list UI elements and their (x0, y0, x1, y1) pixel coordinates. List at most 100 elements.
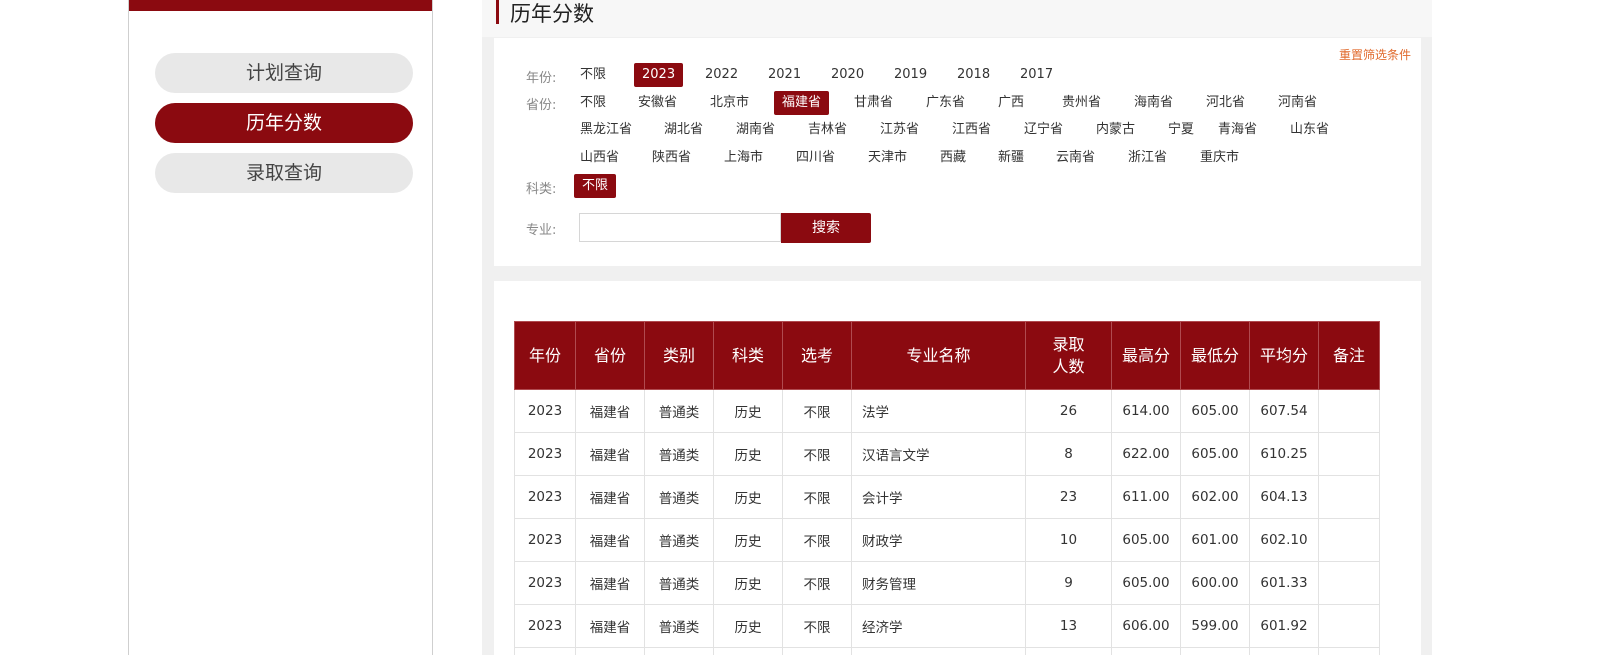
year-option[interactable]: 2017 (1020, 67, 1054, 82)
province-option[interactable]: 宁夏 (1168, 122, 1195, 137)
sidebar-item-plan-query[interactable]: 计划查询 (155, 53, 413, 93)
province-option[interactable]: 河南省 (1278, 95, 1318, 110)
filter-panel: 重置筛选条件 年份: 不限 2023 2022 2021 2020 2019 2… (494, 38, 1421, 266)
cell-min-score: 602.00 (1180, 475, 1250, 519)
province-option[interactable]: 湖南省 (736, 122, 776, 137)
province-option[interactable]: 广东省 (926, 95, 966, 110)
province-option[interactable]: 西藏 (940, 150, 967, 165)
province-option[interactable]: 安徽省 (638, 95, 678, 110)
col-header-subject: 科类 (713, 321, 783, 390)
province-option[interactable]: 吉林省 (808, 122, 848, 137)
province-option[interactable]: 天津市 (868, 150, 908, 165)
year-option[interactable]: 2022 (705, 67, 739, 82)
cell-elective: 不限 (782, 604, 852, 648)
cell-max-score: 614.00 (1111, 389, 1181, 433)
cell-major: 汉语言文学 (851, 432, 1026, 476)
cell-elective: 不限 (782, 475, 852, 519)
col-header-max: 最高分 (1111, 321, 1181, 390)
cell-avg-score: 599.75 (1249, 647, 1319, 655)
cell-admitted: 23 (1025, 475, 1112, 519)
year-option[interactable]: 2020 (831, 67, 865, 82)
province-option[interactable]: 山东省 (1290, 122, 1330, 137)
reset-filters-link[interactable]: 重置筛选条件 (1338, 48, 1411, 62)
province-option[interactable]: 广西 (998, 95, 1025, 110)
cell-min-score: 605.00 (1180, 389, 1250, 433)
province-option[interactable]: 陕西省 (652, 150, 692, 165)
cell-province: 福建省 (575, 389, 645, 433)
province-option-selected[interactable]: 福建省 (774, 91, 830, 115)
col-header-major: 专业名称 (851, 321, 1026, 390)
subject-option-selected[interactable]: 不限 (574, 174, 617, 198)
cell-max-score: 622.00 (1111, 432, 1181, 476)
year-option[interactable]: 2018 (957, 67, 991, 82)
cell-admitted: 13 (1025, 604, 1112, 648)
province-option[interactable]: 上海市 (724, 150, 764, 165)
cell-province: 福建省 (575, 475, 645, 519)
sidebar-item-admission-query[interactable]: 录取查询 (155, 153, 413, 193)
cell-avg-score: 601.33 (1249, 561, 1319, 605)
year-option-selected[interactable]: 2023 (634, 63, 684, 87)
cell-major: 法学 (851, 389, 1026, 433)
cell-province: 福建省 (575, 518, 645, 562)
cell-min-score: 600.00 (1180, 561, 1250, 605)
cell-major: 财政学 (851, 518, 1026, 562)
cell-min-score: 599.00 (1180, 604, 1250, 648)
cell-notes (1318, 604, 1380, 648)
cell-subject: 历史 (713, 604, 783, 648)
results-panel: 年份 省份 类别 科类 选考 专业名称 录取 人数 最高分 最低分 平均分 备注… (494, 281, 1421, 655)
cell-admitted: 26 (1025, 389, 1112, 433)
province-option[interactable]: 新疆 (998, 150, 1025, 165)
search-button[interactable]: 搜索 (781, 213, 871, 243)
year-option[interactable]: 2021 (768, 67, 802, 82)
table-header-row: 年份 省份 类别 科类 选考 专业名称 录取 人数 最高分 最低分 平均分 备注 (514, 321, 1380, 390)
major-search-input[interactable] (579, 213, 781, 242)
province-option[interactable]: 不限 (580, 95, 607, 110)
province-option[interactable]: 重庆市 (1200, 150, 1240, 165)
title-accent (496, 0, 499, 24)
province-option[interactable]: 青海省 (1218, 122, 1258, 137)
province-option[interactable]: 山西省 (580, 150, 620, 165)
cell-max-score: 606.00 (1111, 604, 1181, 648)
province-option[interactable]: 甘肃省 (854, 95, 894, 110)
cell-min-score: 605.00 (1180, 432, 1250, 476)
province-option[interactable]: 黑龙江省 (580, 122, 633, 137)
province-option[interactable]: 四川省 (796, 150, 836, 165)
cell-subject: 历史 (713, 475, 783, 519)
province-option[interactable]: 北京市 (710, 95, 750, 110)
col-header-category: 类别 (644, 321, 714, 390)
cell-year: 2023 (514, 389, 576, 433)
province-option[interactable]: 江苏省 (880, 122, 920, 137)
province-option[interactable]: 云南省 (1056, 150, 1096, 165)
province-option[interactable]: 江西省 (952, 122, 992, 137)
cell-major: 会计学 (851, 475, 1026, 519)
cell-year: 2023 (514, 518, 576, 562)
year-option[interactable]: 2019 (894, 67, 928, 82)
cell-max-score: 605.00 (1111, 561, 1181, 605)
province-option[interactable]: 内蒙古 (1096, 122, 1136, 137)
province-option[interactable]: 浙江省 (1128, 150, 1168, 165)
cell-category: 普通类 (644, 647, 714, 655)
cell-admitted: 9 (1025, 561, 1112, 605)
cell-notes (1318, 518, 1380, 562)
cell-category: 普通类 (644, 604, 714, 648)
cell-elective: 不限 (782, 518, 852, 562)
province-option[interactable]: 湖北省 (664, 122, 704, 137)
col-header-year: 年份 (514, 321, 576, 390)
cell-elective: 不限 (782, 647, 852, 655)
cell-admitted: 10 (1025, 518, 1112, 562)
sidebar-item-historical-scores[interactable]: 历年分数 (155, 103, 413, 143)
cell-year: 2023 (514, 647, 576, 655)
province-option[interactable]: 海南省 (1134, 95, 1174, 110)
table-row: 2023 福建省 普通类 历史 不限 财务管理 9 605.00 600.00 601.33 (514, 561, 1380, 605)
cell-subject: 历史 (713, 647, 783, 655)
col-header-admitted: 录取 人数 (1025, 321, 1112, 390)
cell-category: 普通类 (644, 475, 714, 519)
cell-admitted: 8 (1025, 432, 1112, 476)
province-label: 省份: (526, 98, 557, 113)
province-option[interactable]: 辽宁省 (1024, 122, 1064, 137)
province-option[interactable]: 河北省 (1206, 95, 1246, 110)
province-option[interactable]: 贵州省 (1062, 95, 1102, 110)
col-header-notes: 备注 (1318, 321, 1380, 390)
col-header-avg: 平均分 (1249, 321, 1319, 390)
year-option[interactable]: 不限 (580, 67, 607, 82)
